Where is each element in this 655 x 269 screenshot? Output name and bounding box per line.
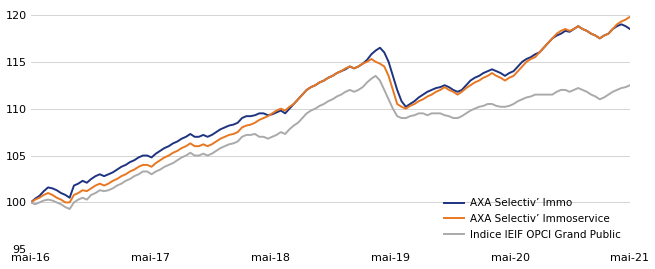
Indice IEIF OPCI Grand Public bbox=[281, 132, 289, 136]
AXA Selectiv’ Immoservice bbox=[62, 201, 69, 204]
AXA Selectiv’ Immo bbox=[135, 156, 143, 159]
Line: Indice IEIF OPCI Grand Public: Indice IEIF OPCI Grand Public bbox=[31, 76, 630, 209]
AXA Selectiv’ Immo bbox=[626, 27, 634, 31]
AXA Selectiv’ Immo bbox=[62, 193, 69, 197]
Indice IEIF OPCI Grand Public bbox=[92, 192, 100, 195]
AXA Selectiv’ Immo bbox=[324, 76, 332, 79]
AXA Selectiv’ Immoservice bbox=[48, 193, 56, 197]
Indice IEIF OPCI Grand Public bbox=[329, 98, 337, 101]
Indice IEIF OPCI Grand Public bbox=[372, 74, 380, 77]
Indice IEIF OPCI Grand Public bbox=[27, 201, 35, 204]
AXA Selectiv’ Immoservice bbox=[618, 20, 626, 23]
Indice IEIF OPCI Grand Public bbox=[48, 199, 56, 202]
AXA Selectiv’ Immoservice bbox=[135, 165, 143, 168]
AXA Selectiv’ Immo bbox=[618, 23, 626, 26]
AXA Selectiv’ Immoservice bbox=[87, 187, 95, 190]
AXA Selectiv’ Immoservice bbox=[27, 201, 35, 204]
Indice IEIF OPCI Grand Public bbox=[139, 170, 147, 173]
AXA Selectiv’ Immo bbox=[27, 201, 35, 204]
Legend: AXA Selectiv’ Immo, AXA Selectiv’ Immoservice, Indice IEIF OPCI Grand Public: AXA Selectiv’ Immo, AXA Selectiv’ Immose… bbox=[440, 194, 625, 244]
Indice IEIF OPCI Grand Public bbox=[62, 206, 69, 209]
AXA Selectiv’ Immo bbox=[48, 187, 56, 190]
Line: AXA Selectiv’ Immo: AXA Selectiv’ Immo bbox=[31, 24, 630, 202]
AXA Selectiv’ Immoservice bbox=[626, 15, 634, 18]
Indice IEIF OPCI Grand Public bbox=[66, 207, 73, 211]
AXA Selectiv’ Immo bbox=[87, 177, 95, 180]
AXA Selectiv’ Immoservice bbox=[324, 76, 332, 79]
Indice IEIF OPCI Grand Public bbox=[626, 84, 634, 87]
AXA Selectiv’ Immo bbox=[622, 24, 629, 28]
Line: AXA Selectiv’ Immoservice: AXA Selectiv’ Immoservice bbox=[31, 17, 630, 202]
